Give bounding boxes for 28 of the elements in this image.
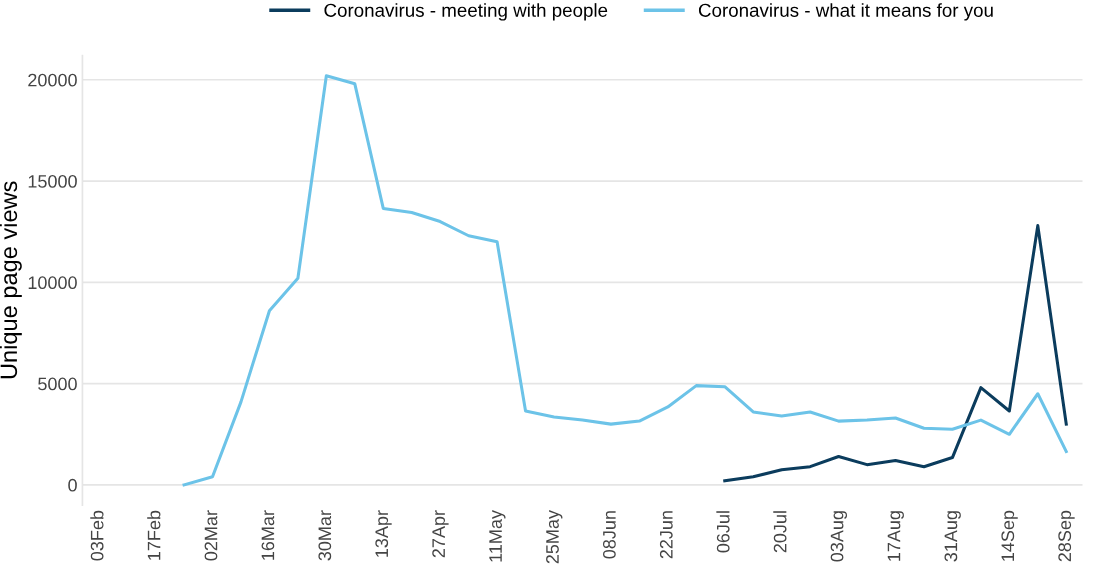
x-tick-label: 02Mar [204, 510, 218, 561]
y-tick-label: 10000 [28, 276, 77, 290]
legend-label: Coronavirus - what it means for you [698, 3, 993, 21]
line-series [723, 224, 1068, 483]
x-tick-label: 17Aug [887, 511, 904, 561]
x-tick-label: 30Mar [318, 510, 332, 561]
x-tick-label: 13Apr [375, 510, 392, 557]
x-tick-label: 27Apr [432, 510, 449, 558]
x-tick-label: 03Feb [90, 510, 104, 561]
x-tick-label: 03Aug [830, 511, 848, 562]
y-tick-label: 15000 [28, 175, 77, 188]
y-tick-label: 20000 [28, 73, 77, 87]
x-tick-label: 22Jun [659, 511, 673, 559]
x-tick-label: 11May [489, 510, 506, 562]
line-series [182, 74, 1068, 487]
x-tick-label: 14Sep [1001, 510, 1018, 561]
x-tick-label: 25May [546, 510, 563, 564]
x-tick-label: 17Feb [147, 510, 161, 560]
y-tick-label: 0 [68, 478, 77, 492]
x-tick-label: 31Aug [944, 511, 961, 562]
x-tick-label: 20Jul [773, 511, 787, 553]
x-tick-label: 16Mar [261, 510, 275, 560]
x-tick-label: 06Jul [716, 511, 730, 553]
y-axis-title: Unique page views [0, 181, 22, 379]
x-tick-label: 28Sep [1058, 510, 1075, 562]
x-tick-label: 08Jun [602, 511, 616, 559]
y-tick-label: 5000 [38, 377, 77, 391]
legend-label: Coronavirus - meeting with people [324, 3, 608, 21]
